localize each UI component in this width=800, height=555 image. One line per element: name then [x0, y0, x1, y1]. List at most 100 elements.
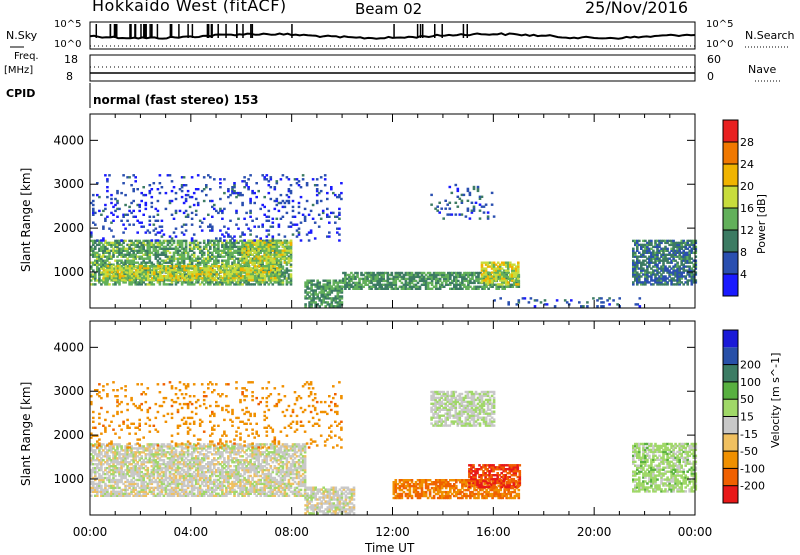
velocity-cell — [120, 445, 123, 447]
power-cell — [479, 210, 482, 212]
power-cell — [300, 222, 303, 224]
power-cell — [185, 229, 188, 231]
power-cell — [302, 174, 305, 176]
power-cell — [197, 188, 200, 190]
power-cell — [517, 262, 520, 264]
power-cell — [173, 186, 176, 188]
power-cell — [149, 231, 152, 233]
power-cell — [201, 222, 204, 224]
power-cell — [221, 218, 224, 220]
power-cell — [257, 190, 260, 192]
power-cell — [211, 200, 214, 202]
power-cell — [157, 188, 160, 190]
power-cell — [175, 265, 178, 267]
power-cell — [338, 218, 341, 220]
power-cell — [316, 200, 319, 202]
power-cell — [270, 198, 273, 200]
power-cell — [308, 239, 311, 241]
power-cell — [487, 211, 490, 213]
velocity-cell — [136, 483, 139, 485]
power-cell — [108, 174, 111, 176]
power-cell — [253, 226, 256, 228]
power-cell — [251, 220, 254, 222]
power-cell — [471, 202, 474, 204]
power-cell — [328, 216, 331, 218]
power-cell — [318, 226, 321, 228]
power-cell — [278, 265, 281, 267]
power-cell — [298, 206, 301, 208]
power-cell — [123, 279, 126, 281]
power-cell — [169, 265, 172, 267]
power-cell — [112, 220, 115, 222]
power-cell — [570, 299, 573, 301]
freq-panel — [90, 55, 695, 81]
power-cell — [430, 194, 433, 196]
velocity-cell — [108, 455, 111, 457]
power-cell — [235, 224, 238, 226]
power-cell — [340, 192, 343, 194]
power-cell — [124, 204, 127, 206]
power-cell — [219, 186, 222, 188]
power-cell — [292, 210, 295, 212]
nsky-line — [90, 33, 695, 38]
power-cell — [132, 210, 135, 212]
power-cell — [219, 182, 222, 184]
power-cell — [465, 215, 468, 217]
power-cell — [272, 222, 275, 224]
power-cell — [449, 202, 452, 204]
power-cell — [266, 174, 269, 176]
power-cell — [112, 235, 115, 237]
power-cell — [530, 297, 533, 299]
power-cell — [185, 240, 188, 242]
power-cell — [187, 214, 190, 216]
power-cell — [149, 265, 152, 267]
power-cell — [592, 297, 595, 299]
power-cell — [612, 299, 615, 301]
power-cell — [106, 186, 109, 188]
power-cell — [288, 200, 291, 202]
power-cell — [449, 186, 452, 188]
power-cell — [191, 237, 194, 239]
power-cell — [261, 224, 264, 226]
power-cell — [320, 190, 323, 192]
power-cell — [475, 202, 478, 204]
power-cell — [284, 206, 287, 208]
power-cell — [340, 198, 343, 200]
power-cell — [197, 174, 200, 176]
power-cell — [268, 210, 271, 212]
power-cell — [290, 264, 293, 266]
power-cell — [294, 216, 297, 218]
power-cell — [223, 178, 226, 180]
velocity-heatmap — [90, 381, 697, 514]
power-cell — [211, 226, 214, 228]
power-cell — [284, 253, 287, 255]
power-cell — [124, 194, 127, 196]
power-cell — [650, 240, 653, 242]
power-cell — [175, 192, 178, 194]
power-cell — [608, 297, 611, 299]
power-cell — [193, 252, 196, 254]
power-cell — [245, 212, 248, 214]
power-cell — [444, 208, 447, 210]
power-cell — [292, 206, 295, 208]
power-cell — [278, 210, 281, 212]
power-cell — [175, 235, 178, 237]
power-cell — [104, 174, 107, 176]
power-cell — [151, 196, 154, 198]
power-cell — [209, 188, 212, 190]
power-cell — [120, 192, 123, 194]
power-cell — [518, 299, 521, 301]
power-cell — [171, 200, 174, 202]
power-ytick-label: 2000 — [53, 221, 84, 235]
power-cell — [159, 182, 162, 184]
power-cell — [111, 265, 114, 267]
power-cell — [278, 233, 281, 235]
power-heatmap — [90, 174, 697, 307]
power-cell — [290, 190, 293, 192]
power-cell — [106, 196, 109, 198]
power-cell — [243, 239, 246, 241]
power-cell — [138, 210, 141, 212]
power-cell — [116, 200, 119, 202]
power-cell — [134, 180, 137, 182]
